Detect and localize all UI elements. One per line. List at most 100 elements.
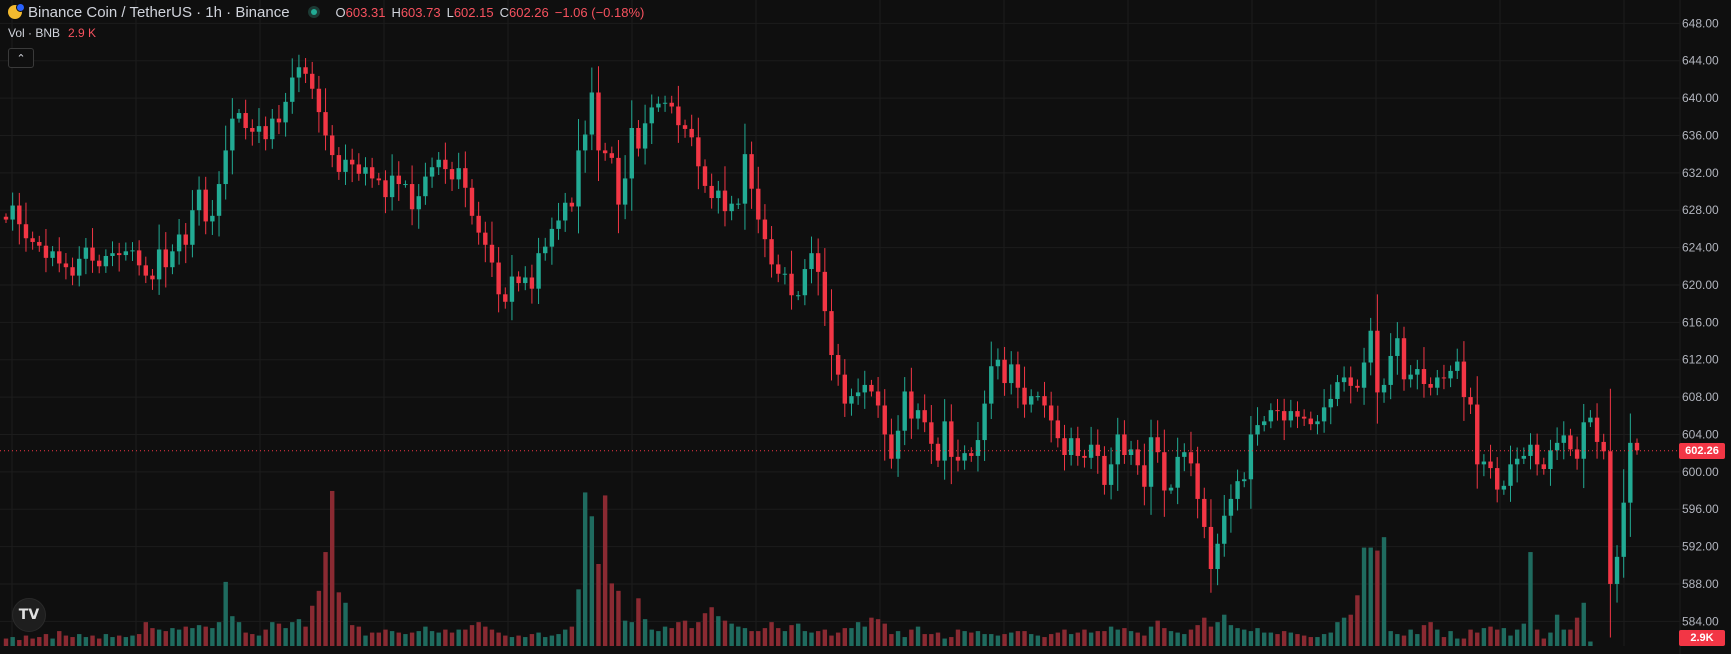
candle-body (223, 150, 228, 185)
candle (1148, 419, 1154, 515)
candle (1455, 348, 1460, 379)
volume-bar (895, 631, 901, 646)
volume-bar (796, 623, 801, 646)
candle-body (503, 294, 508, 302)
candle (143, 256, 148, 284)
candle-body (669, 102, 674, 107)
candle-body (323, 112, 328, 136)
volume-bar (356, 626, 362, 646)
volume-bar (1055, 632, 1061, 646)
candle (849, 388, 854, 416)
volume-bar (563, 629, 568, 646)
candle (1155, 420, 1160, 463)
price-tick-label: 640.00 (1682, 91, 1719, 105)
candle (1208, 499, 1214, 593)
symbol-title[interactable]: Binance Coin / TetherUS · 1h · Binance (28, 3, 290, 21)
candle-body (989, 366, 994, 404)
volume-bar (702, 613, 708, 646)
candle-body (1401, 338, 1407, 380)
candle (1448, 365, 1453, 388)
candle-body (1122, 434, 1127, 456)
candle (1421, 347, 1427, 398)
market-status-icon[interactable] (307, 6, 320, 18)
candle (702, 159, 708, 193)
volume-bar (862, 626, 867, 646)
price-tick-label: 620.00 (1682, 278, 1719, 292)
collapse-legend-button[interactable]: ⌃ (8, 48, 34, 68)
candle (1009, 351, 1014, 395)
candle (216, 171, 222, 237)
volume-bar (469, 625, 475, 646)
candle (1341, 366, 1347, 392)
candle (323, 88, 328, 151)
candle (809, 236, 814, 284)
candle (210, 200, 215, 235)
candle (1255, 407, 1260, 446)
candle (769, 226, 774, 278)
volume-bar (1175, 632, 1180, 646)
volume-bar (1009, 632, 1014, 646)
volume-bar (1395, 634, 1400, 646)
candle (1168, 484, 1174, 494)
candle (30, 231, 35, 250)
candle (1022, 366, 1027, 418)
volume-bar (1062, 629, 1067, 646)
open-value: 603.31 (345, 4, 386, 20)
volume-bar (1248, 631, 1254, 646)
candle-body (1128, 449, 1134, 456)
candle-body (256, 126, 262, 132)
volume-bar (756, 631, 761, 646)
volume-bar (429, 631, 435, 646)
volume-bar (1375, 550, 1380, 646)
candle-body (1042, 396, 1047, 406)
candle-body (1614, 556, 1620, 584)
volume-bar (536, 632, 541, 646)
tradingview-logo-icon[interactable]: TV (12, 598, 46, 632)
candle (423, 162, 428, 205)
candle-body (942, 421, 947, 461)
volume-bar (50, 638, 55, 646)
candle-body (1341, 377, 1347, 383)
candle-body (443, 159, 448, 170)
candle (1281, 398, 1287, 441)
volume-bar (1588, 641, 1593, 646)
candle-body (556, 220, 561, 229)
candle-body (616, 157, 621, 205)
volume-bar (1561, 629, 1566, 646)
volume-bar (1428, 622, 1433, 646)
volume-bar (1301, 635, 1307, 646)
candle-body (489, 244, 495, 263)
candle (336, 147, 342, 180)
candle (316, 75, 322, 133)
volume-bar (136, 634, 142, 646)
candle-body (1088, 444, 1094, 458)
volume-bar (1108, 626, 1114, 646)
candle (429, 157, 435, 188)
candle (396, 161, 401, 201)
candle-body (1328, 398, 1333, 408)
candle (602, 142, 608, 161)
volume-bar (1242, 629, 1247, 646)
volume-bar (882, 623, 887, 646)
volume-bar (23, 635, 29, 646)
price-tick-label: 604.00 (1682, 427, 1719, 441)
candle-body (1541, 464, 1546, 470)
volume-bar (1228, 625, 1234, 646)
volume-bar (769, 622, 774, 646)
candle (782, 267, 788, 285)
volume-bar (130, 635, 135, 646)
volume-bar (969, 632, 974, 646)
candle (1581, 403, 1586, 489)
volume-label[interactable]: Vol · BNB (8, 26, 61, 40)
price-axis[interactable]: 648.00 644.00 640.00 636.00 632.00 628.00 624.… (1682, 16, 1719, 628)
candle (1135, 439, 1140, 475)
candle (1222, 494, 1227, 557)
volume-value: 2.9 K (68, 26, 97, 40)
candle (682, 119, 688, 138)
candle-body (609, 153, 614, 158)
candle-body (1035, 396, 1041, 398)
candle (989, 341, 994, 420)
volume-bar (1122, 628, 1127, 646)
